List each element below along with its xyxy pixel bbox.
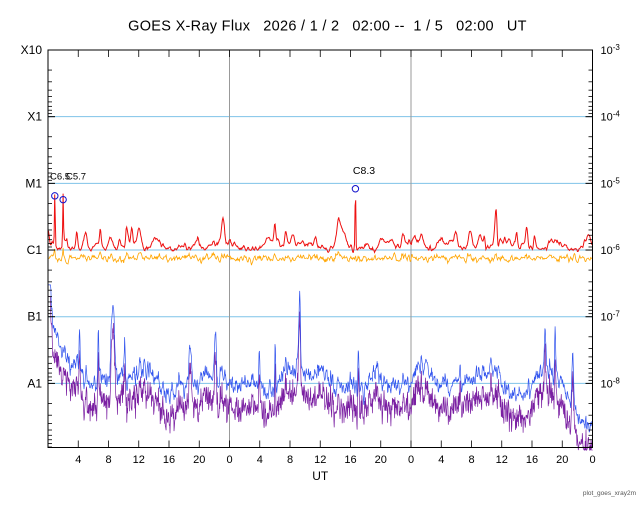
svg-text:12: 12: [496, 454, 508, 466]
svg-text:GOES X-Ray Flux 2026 / 1 / 2: GOES X-Ray Flux 2026 / 1 / 2 02:00 -- 1 …: [128, 19, 527, 35]
svg-text:X10: X10: [21, 43, 43, 57]
svg-text:20: 20: [556, 454, 568, 466]
svg-text:C8.3: C8.3: [353, 165, 375, 177]
svg-text:8: 8: [468, 454, 474, 466]
svg-text:10-4: 10-4: [601, 110, 621, 124]
svg-text:C5.7: C5.7: [66, 172, 86, 183]
svg-text:plot_goes_xray2m: plot_goes_xray2m: [583, 490, 636, 497]
svg-text:X1: X1: [27, 110, 42, 124]
svg-text:10-8: 10-8: [601, 376, 621, 390]
svg-text:UT: UT: [312, 469, 329, 483]
svg-text:4: 4: [438, 454, 444, 466]
svg-text:8: 8: [105, 454, 111, 466]
svg-text:20: 20: [193, 454, 205, 466]
svg-text:20: 20: [375, 454, 387, 466]
svg-text:10-6: 10-6: [601, 243, 621, 257]
svg-text:4: 4: [257, 454, 263, 466]
svg-text:C1: C1: [27, 243, 43, 257]
svg-text:B1: B1: [27, 310, 42, 324]
svg-text:16: 16: [163, 454, 175, 466]
svg-text:12: 12: [133, 454, 145, 466]
svg-text:10-5: 10-5: [601, 176, 621, 190]
svg-text:16: 16: [526, 454, 538, 466]
svg-text:A1: A1: [27, 376, 42, 390]
svg-text:0: 0: [226, 454, 232, 466]
svg-text:16: 16: [344, 454, 356, 466]
svg-text:0: 0: [408, 454, 414, 466]
svg-text:12: 12: [314, 454, 326, 466]
svg-text:10-3: 10-3: [601, 43, 621, 57]
svg-text:10-7: 10-7: [601, 310, 621, 324]
svg-text:4: 4: [75, 454, 81, 466]
svg-text:8: 8: [287, 454, 293, 466]
svg-text:0: 0: [589, 454, 595, 466]
svg-text:M1: M1: [25, 176, 42, 190]
